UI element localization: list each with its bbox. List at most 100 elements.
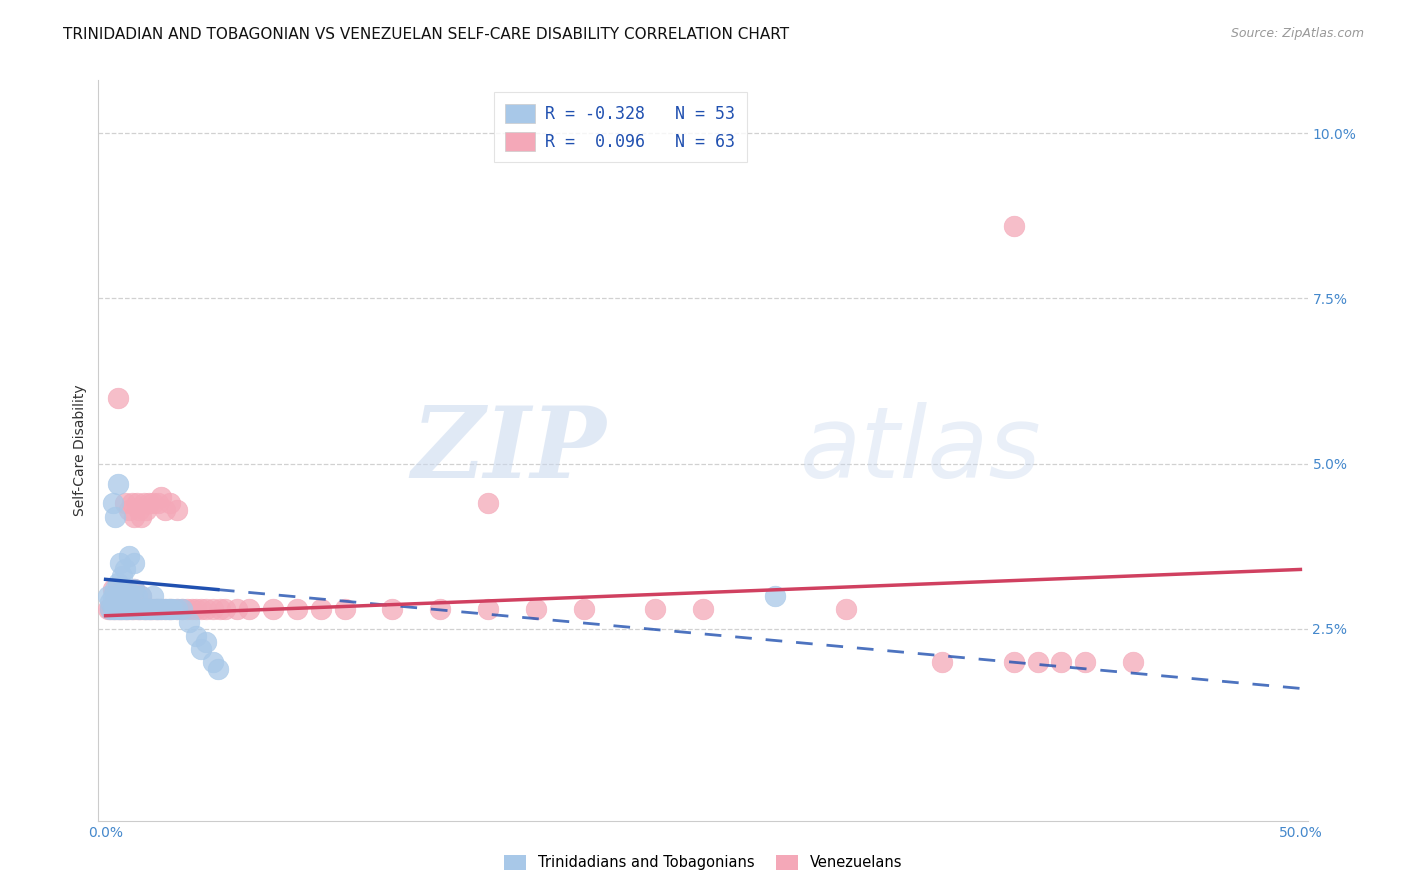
Point xyxy=(135,602,157,616)
Point xyxy=(131,602,153,616)
Point xyxy=(1074,655,1097,669)
Point xyxy=(108,589,131,603)
Point xyxy=(146,602,169,616)
Point xyxy=(1122,655,1144,669)
Point xyxy=(138,602,160,616)
Point xyxy=(122,602,145,616)
Point xyxy=(131,509,153,524)
Point xyxy=(132,496,155,510)
Point xyxy=(333,602,356,616)
Point xyxy=(209,602,232,616)
Point xyxy=(104,602,127,616)
Point xyxy=(1026,655,1049,669)
Point xyxy=(114,562,136,576)
Point xyxy=(111,569,134,583)
Point xyxy=(186,628,208,642)
Point xyxy=(107,391,129,405)
Point xyxy=(214,602,236,616)
Y-axis label: Self-Care Disability: Self-Care Disability xyxy=(73,384,87,516)
Point xyxy=(107,476,129,491)
Text: Source: ZipAtlas.com: Source: ZipAtlas.com xyxy=(1230,27,1364,40)
Point xyxy=(122,582,145,597)
Point xyxy=(98,595,121,609)
Point xyxy=(101,602,124,616)
Point xyxy=(170,602,193,616)
Point xyxy=(149,602,172,616)
Point xyxy=(122,582,145,597)
Point xyxy=(931,655,953,669)
Point xyxy=(1002,219,1025,233)
Point xyxy=(166,503,188,517)
Point xyxy=(107,595,129,609)
Point xyxy=(166,602,188,616)
Point xyxy=(104,509,127,524)
Point xyxy=(194,635,217,649)
Point xyxy=(118,503,141,517)
Point xyxy=(107,602,129,616)
Point xyxy=(115,602,138,616)
Point xyxy=(309,602,332,616)
Point xyxy=(180,602,202,616)
Point xyxy=(190,641,212,656)
Point xyxy=(131,589,153,603)
Point xyxy=(114,602,136,616)
Point xyxy=(98,602,121,616)
Point xyxy=(262,602,284,616)
Point xyxy=(115,582,138,597)
Text: TRINIDADIAN AND TOBAGONIAN VS VENEZUELAN SELF-CARE DISABILITY CORRELATION CHART: TRINIDADIAN AND TOBAGONIAN VS VENEZUELAN… xyxy=(63,27,789,42)
Point xyxy=(121,602,143,616)
Point xyxy=(115,602,138,616)
Point xyxy=(572,602,595,616)
Text: atlas: atlas xyxy=(800,402,1042,499)
Point xyxy=(186,602,208,616)
Point xyxy=(101,582,124,597)
Point xyxy=(122,556,145,570)
Point xyxy=(162,602,184,616)
Point xyxy=(202,602,225,616)
Point xyxy=(114,589,136,603)
Point xyxy=(692,602,714,616)
Point xyxy=(202,655,225,669)
Point xyxy=(104,589,127,603)
Point xyxy=(107,595,129,609)
Point xyxy=(166,602,188,616)
Point xyxy=(146,602,169,616)
Point xyxy=(170,602,193,616)
Point xyxy=(159,496,181,510)
Point xyxy=(835,602,858,616)
Point xyxy=(107,602,129,616)
Point xyxy=(159,602,181,616)
Point xyxy=(111,602,134,616)
Point xyxy=(429,602,451,616)
Point xyxy=(101,589,124,603)
Point xyxy=(108,589,131,603)
Point xyxy=(207,662,229,676)
Point xyxy=(101,595,124,609)
Point xyxy=(159,602,181,616)
Point xyxy=(763,589,786,603)
Point xyxy=(122,509,145,524)
Point xyxy=(139,602,162,616)
Point xyxy=(644,602,666,616)
Point xyxy=(135,503,157,517)
Point xyxy=(1050,655,1073,669)
Point xyxy=(477,602,499,616)
Point xyxy=(142,589,165,603)
Point xyxy=(111,602,134,616)
Point xyxy=(142,602,165,616)
Point xyxy=(111,589,134,603)
Point xyxy=(121,496,143,510)
Point xyxy=(108,602,131,616)
Point xyxy=(179,615,201,630)
Point xyxy=(226,602,249,616)
Point xyxy=(149,602,172,616)
Point xyxy=(149,490,172,504)
Point xyxy=(190,602,212,616)
Point xyxy=(118,549,141,564)
Point xyxy=(128,503,150,517)
Point xyxy=(155,503,177,517)
Point xyxy=(128,602,150,616)
Point xyxy=(477,496,499,510)
Point xyxy=(97,589,120,603)
Point xyxy=(104,602,127,616)
